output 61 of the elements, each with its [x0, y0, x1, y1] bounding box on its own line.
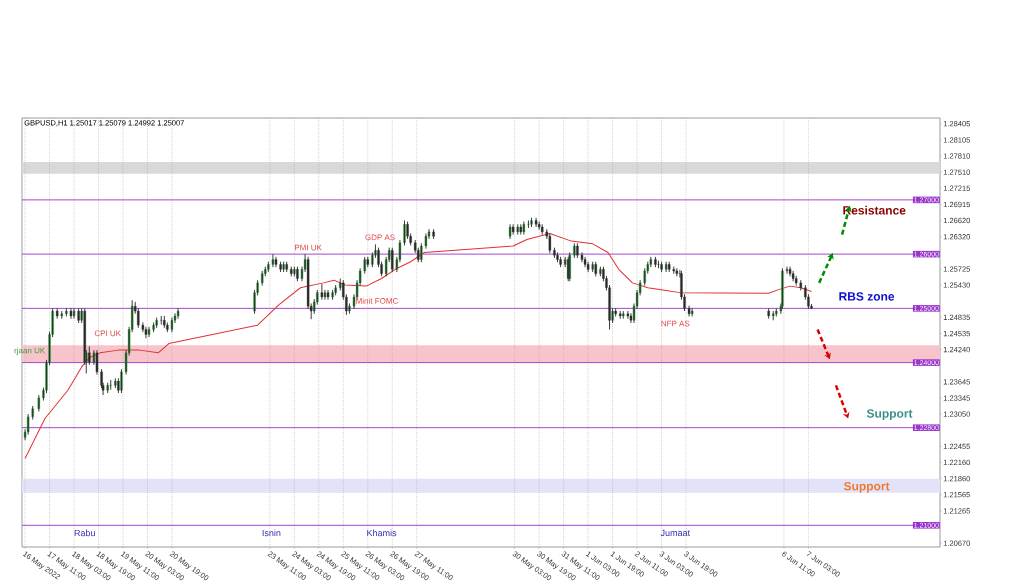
annotation: Minit FOMC [356, 297, 398, 304]
candlestick [293, 266, 296, 277]
candlestick [114, 377, 117, 389]
annotation: Isnin [262, 529, 281, 537]
candlestick [77, 307, 80, 324]
candlestick [109, 379, 112, 391]
annotation: PMI UK [295, 244, 322, 251]
annotation: RBS zone [839, 292, 895, 301]
candlestick [106, 382, 109, 394]
candlestick [527, 220, 530, 229]
candlestick [657, 260, 660, 269]
candlestick [530, 217, 533, 228]
candlestick [772, 310, 775, 321]
candlestick [586, 261, 590, 273]
annotation: GDP AS [365, 234, 395, 241]
candlestick [274, 256, 278, 268]
candlestick [619, 310, 622, 320]
candlestick [261, 270, 264, 287]
candlestick [334, 284, 337, 296]
candlestick [432, 228, 435, 240]
annotation: Support [866, 409, 913, 421]
candlestick [654, 256, 657, 268]
candlestick [331, 289, 334, 301]
candlestick [511, 223, 515, 236]
candlestick [290, 266, 293, 277]
annotation: Rabu [74, 529, 95, 537]
candlestick [60, 310, 64, 320]
candlestick [55, 307, 59, 320]
candlestick [622, 310, 625, 320]
annotation: CPI UK [94, 330, 121, 337]
annotation: Jumaat [660, 529, 690, 537]
annotation: Support [843, 481, 890, 493]
candlestick [534, 217, 538, 228]
candlestick [176, 307, 180, 320]
candlestick [660, 261, 663, 273]
candlestick [690, 307, 694, 317]
candlestick [155, 317, 158, 329]
candlestick [516, 223, 519, 236]
candlestick [559, 256, 562, 268]
candlestick [163, 315, 166, 329]
candlestick [147, 326, 151, 338]
annotation: NFP AS [661, 320, 690, 327]
candlestick [160, 315, 163, 326]
candlestick [72, 307, 76, 320]
candlestick [599, 266, 602, 277]
candlestick [591, 261, 594, 273]
candlestick [522, 221, 526, 236]
candlestick [556, 252, 559, 263]
annotation: Khamis [367, 529, 397, 537]
candlestick [285, 261, 288, 273]
candlestick [563, 256, 567, 268]
annotation: Resistance [843, 205, 906, 215]
candlestick [573, 242, 576, 259]
candlestick [326, 289, 330, 301]
candlestick [519, 223, 523, 236]
candlestick [267, 261, 270, 273]
candlestick [767, 307, 770, 320]
candlestick [626, 310, 630, 320]
annotation: rjaan UK [14, 347, 46, 355]
candlestick [37, 394, 41, 412]
candlestick [282, 261, 285, 273]
